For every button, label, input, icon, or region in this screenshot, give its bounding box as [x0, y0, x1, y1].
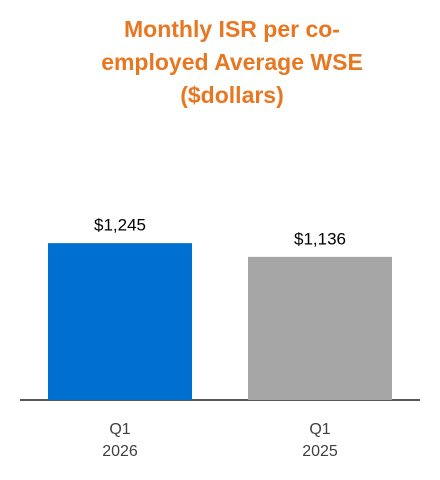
value-label: $1,245 — [94, 216, 146, 235]
bar — [248, 256, 392, 400]
x-tick-label: Q1 2025 — [302, 421, 338, 460]
bar — [48, 243, 192, 400]
chart-title: employed Average WSE — [101, 49, 363, 75]
chart-title: Monthly ISR per co- — [124, 16, 340, 42]
value-label: $1,136 — [294, 229, 346, 248]
x-tick-label: Q1 2026 — [102, 421, 138, 460]
chart-title: ($dollars) — [180, 82, 284, 108]
